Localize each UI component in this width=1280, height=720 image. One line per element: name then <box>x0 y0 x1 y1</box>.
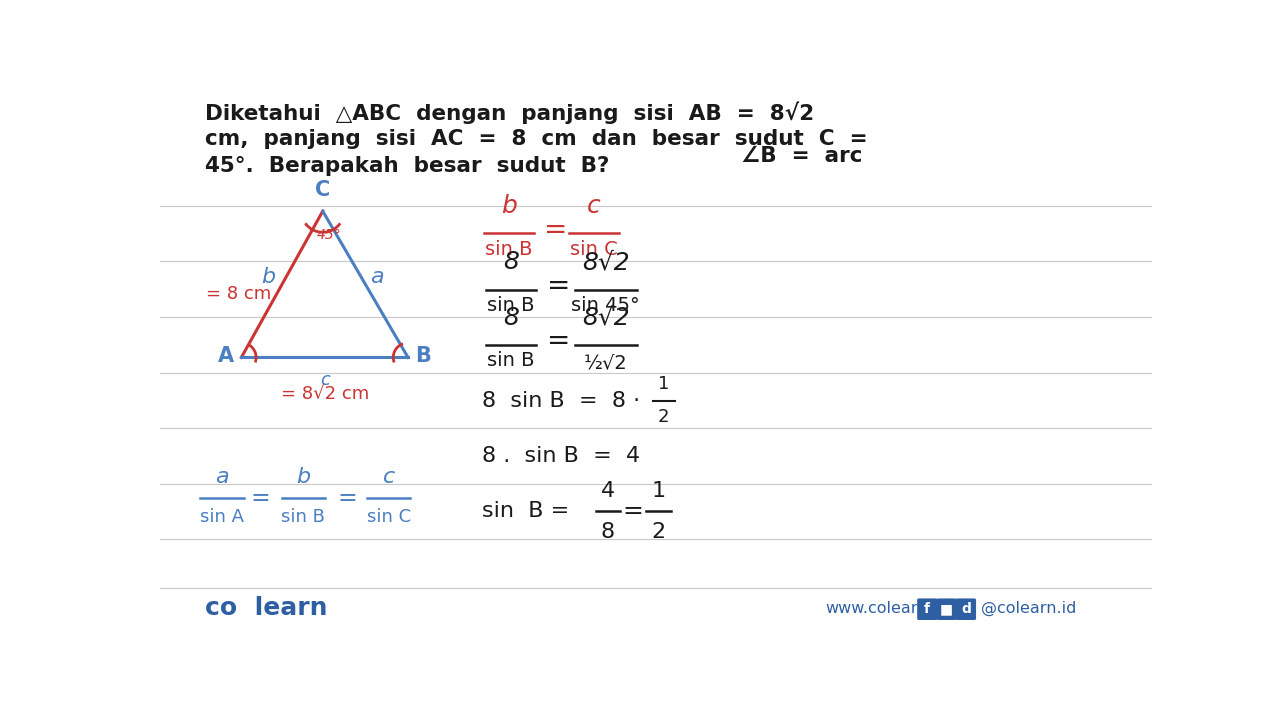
Text: C: C <box>315 180 330 200</box>
Text: 8  sin B  =  8 ·: 8 sin B = 8 · <box>481 390 640 410</box>
Text: d: d <box>961 602 972 616</box>
FancyBboxPatch shape <box>956 598 977 620</box>
Text: sin C: sin C <box>570 240 618 258</box>
Text: 45°.  Berapakah  besar  sudut  B?: 45°. Berapakah besar sudut B? <box>205 156 609 176</box>
Text: 1: 1 <box>658 375 669 393</box>
Text: 4: 4 <box>600 481 614 500</box>
Text: =: = <box>251 485 270 510</box>
Text: 8 .  sin B  =  4: 8 . sin B = 4 <box>481 446 640 466</box>
Text: A: A <box>218 346 234 366</box>
Text: 8: 8 <box>600 522 614 542</box>
Text: sin B: sin B <box>485 240 532 258</box>
Text: Diketahui  △ABC  dengan  panjang  sisi  AB  =  8√2: Diketahui △ABC dengan panjang sisi AB = … <box>205 102 814 125</box>
Text: sin A: sin A <box>200 508 244 526</box>
Text: B: B <box>416 346 431 366</box>
FancyBboxPatch shape <box>918 598 937 620</box>
Text: ■: ■ <box>940 602 954 616</box>
FancyBboxPatch shape <box>937 598 956 620</box>
Text: 2: 2 <box>652 522 666 542</box>
Text: f: f <box>924 602 931 616</box>
Text: a: a <box>215 467 229 487</box>
Text: b: b <box>500 194 517 218</box>
Text: = 8√2 cm: = 8√2 cm <box>280 385 369 403</box>
Text: 8√2: 8√2 <box>582 306 630 330</box>
Text: sin  B =: sin B = <box>481 501 568 521</box>
Text: cm,  panjang  sisi  AC  =  8  cm  dan  besar  sudut  C  =: cm, panjang sisi AC = 8 cm dan besar sud… <box>205 129 868 149</box>
Text: =: = <box>548 328 571 355</box>
Text: ∠B  =  arc: ∠B = arc <box>741 146 863 166</box>
Text: 8: 8 <box>503 306 518 330</box>
Text: a: a <box>370 266 384 287</box>
Text: =: = <box>544 215 567 243</box>
Text: b: b <box>296 467 311 487</box>
Text: 2: 2 <box>658 408 669 426</box>
Text: sin C: sin C <box>366 508 411 526</box>
Text: 8: 8 <box>503 251 518 274</box>
Text: c: c <box>588 194 600 218</box>
Text: c: c <box>383 467 394 487</box>
Text: @colearn.id: @colearn.id <box>982 601 1076 616</box>
Text: =: = <box>548 272 571 300</box>
Text: c: c <box>320 372 330 390</box>
Text: 8√2: 8√2 <box>582 251 630 274</box>
Text: =: = <box>338 485 357 510</box>
Text: 45°: 45° <box>316 228 342 242</box>
Text: sin B: sin B <box>488 296 535 315</box>
Text: = 8 cm: = 8 cm <box>206 285 271 303</box>
Text: co  learn: co learn <box>205 596 328 621</box>
Text: 1: 1 <box>652 481 666 500</box>
Text: www.colearn.id: www.colearn.id <box>824 601 947 616</box>
Text: =: = <box>622 500 643 523</box>
Text: sin 45°: sin 45° <box>571 296 640 315</box>
Text: b: b <box>261 266 275 287</box>
Text: sin B: sin B <box>282 508 325 526</box>
Text: sin B: sin B <box>488 351 535 370</box>
Text: ½√2: ½√2 <box>584 353 627 372</box>
